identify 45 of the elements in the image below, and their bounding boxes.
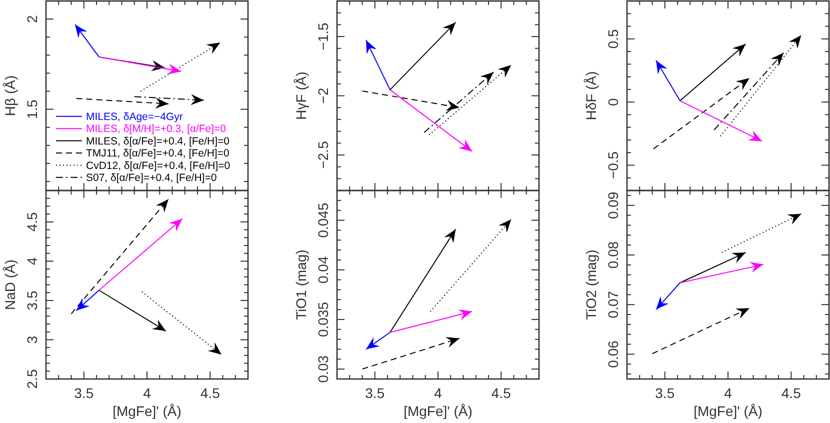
y-tick-label: 0.04 <box>315 256 331 284</box>
y-tick-label: 4.5 <box>24 212 40 232</box>
y-tick-label: 0.08 <box>605 241 621 269</box>
y-tick-label: −1.5 <box>315 22 331 50</box>
legend-label: CvD12, δ[α/Fe]=+0.4, [Fe/H]=0 <box>86 160 230 172</box>
legend-label: MILES, δAge=−4Gyr <box>86 111 184 123</box>
y-tick-label: 0 <box>605 98 621 106</box>
x-tick-label: 4.5 <box>781 385 802 401</box>
y-axis-title: NaD (Å) <box>2 259 18 310</box>
x-tick-label: 4 <box>724 385 732 401</box>
y-tick-label: −2.5 <box>315 140 331 169</box>
legend-label: MILES, δ[M/H]=+0.3, [α/Fe]=0 <box>86 123 226 136</box>
y-tick-label: 0.09 <box>605 192 621 220</box>
y-tick-label: 4 <box>24 257 40 266</box>
x-axis-title: [MgFe]' (Å) <box>694 403 762 419</box>
y-axis-title: TiO2 (mag) <box>583 250 599 320</box>
x-tick-label: 4 <box>143 385 152 401</box>
x-tick-label: 3.5 <box>74 385 94 401</box>
x-tick-label: 3.5 <box>365 385 385 401</box>
legend-label: MILES, δ[α/Fe]=+0.4, [Fe/H]=0 <box>86 135 230 148</box>
y-axis-title: HγF (Å) <box>293 72 309 120</box>
y-tick-label: −0.5 <box>605 151 621 180</box>
y-axis-title: HδF (Å) <box>583 71 599 120</box>
x-axis-title: [MgFe]' (Å) <box>112 403 182 419</box>
y-tick-label: 1.5 <box>24 99 40 120</box>
y-axis-title: Hβ (Å) <box>2 75 18 116</box>
y-tick-label: 0.5 <box>605 28 621 49</box>
y-tick-label: 3.5 <box>24 290 40 310</box>
y-tick-label: 0.035 <box>315 302 331 337</box>
y-tick-label: 2 <box>24 14 40 23</box>
y-tick-label: 0.045 <box>315 202 331 238</box>
y-tick-label: 0.07 <box>605 290 621 318</box>
legend-label: S07, δ[α/Fe]=+0.4, [Fe/H]=0 <box>86 172 217 184</box>
y-axis-title: TiO1 (mag) <box>293 250 309 320</box>
y-tick-label: −2 <box>315 88 331 104</box>
y-tick-label: 0.03 <box>315 355 331 383</box>
x-axis-title: [MgFe]' (Å) <box>404 403 472 419</box>
legend-label: TMJ11, δ[α/Fe]=+0.4, [Fe/H]=0 <box>86 148 230 160</box>
y-tick-label: 0.06 <box>605 340 621 368</box>
x-tick-label: 3.5 <box>655 385 675 401</box>
x-tick-label: 4.5 <box>200 385 220 401</box>
x-tick-label: 4.5 <box>491 385 512 401</box>
y-tick-label: 2.5 <box>24 369 40 389</box>
y-tick-label: 3 <box>24 336 40 344</box>
x-tick-label: 4 <box>434 385 442 401</box>
